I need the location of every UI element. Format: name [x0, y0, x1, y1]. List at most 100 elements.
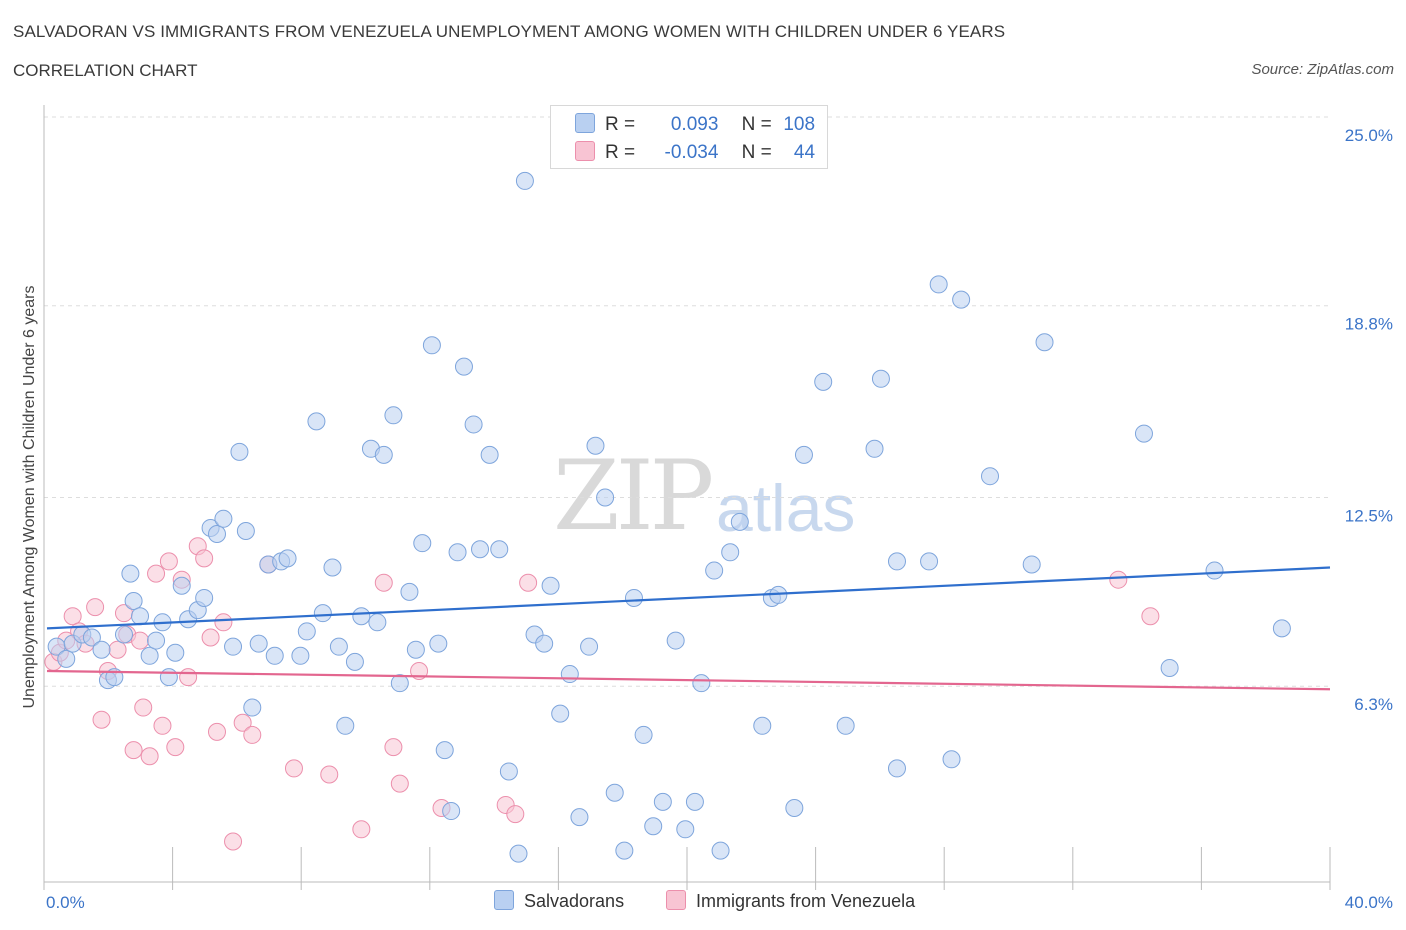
- salvadoran-point: [140, 646, 159, 665]
- salvadoran-point: [1160, 658, 1179, 677]
- salvadoran-point: [580, 637, 599, 656]
- salvadoran-point: [1134, 424, 1153, 443]
- salvadoran-point: [265, 646, 284, 665]
- salvadoran-point: [541, 576, 560, 595]
- salvadoran-point: [942, 750, 961, 769]
- salvadoran-point: [172, 576, 191, 595]
- venezuela-point: [179, 668, 198, 687]
- venezuela-point: [519, 573, 538, 592]
- salvadoran-point: [887, 552, 906, 571]
- venezuela-point: [320, 765, 339, 784]
- salvadoran-point: [499, 762, 518, 781]
- salvadoran-point: [814, 372, 833, 391]
- venezuela-point: [124, 741, 143, 760]
- venezuela-point: [201, 628, 220, 647]
- salvadoran-point: [705, 561, 724, 580]
- salvadoran-point: [345, 652, 364, 671]
- salvadoran-point: [721, 543, 740, 562]
- legend-r-value: 0.093: [670, 114, 719, 135]
- y-axis-label: Unemployment Among Women with Children U…: [21, 285, 38, 709]
- salvadoran-point: [1205, 561, 1224, 580]
- salvadoran-point: [535, 634, 554, 653]
- salvadoran-point: [390, 674, 409, 693]
- x-tick-label: 0.0%: [46, 893, 85, 912]
- salvadoran-point: [429, 634, 448, 653]
- salvadoran-point: [57, 649, 76, 668]
- salvadoran-point: [159, 668, 178, 687]
- venezuela-point: [243, 725, 262, 744]
- salvadoran-point: [121, 564, 140, 583]
- legend-n-label: N =: [741, 142, 772, 163]
- salvadoran-point: [166, 643, 185, 662]
- salvadoran-point: [981, 467, 1000, 486]
- salvadoran-point: [454, 357, 473, 376]
- correlation-legend: R = 0.093 N = 108 R = -0.034 N = 44: [550, 105, 828, 169]
- salvadoran-point: [471, 540, 490, 559]
- venezuela-point: [506, 805, 525, 824]
- salvadoran-point: [871, 369, 890, 388]
- salvadoran-point: [249, 634, 268, 653]
- salvadoran-point: [480, 445, 499, 464]
- salvadoran-point: [865, 439, 884, 458]
- y-tick-label: 18.8%: [1345, 315, 1393, 334]
- salvadoran-point: [92, 640, 111, 659]
- venezuela-point: [92, 710, 111, 729]
- grid-lines: [44, 116, 1330, 687]
- salvadoran-point: [131, 607, 150, 626]
- salvadoran-point: [374, 445, 393, 464]
- salvadoran-points: [47, 171, 1291, 863]
- salvadoran-point: [952, 290, 971, 309]
- chart-subtitle: CORRELATION CHART: [13, 61, 198, 80]
- venezuela-point: [195, 549, 214, 568]
- salvadoran-point: [929, 275, 948, 294]
- legend-swatch-blue: [575, 113, 595, 133]
- salvadoran-point: [666, 631, 685, 650]
- salvadoran-point: [214, 509, 233, 528]
- venezuela-point: [374, 573, 393, 592]
- salvadoran-point: [730, 512, 749, 531]
- salvadoran-point: [147, 631, 166, 650]
- salvadoran-point: [836, 716, 855, 735]
- salvadoran-point: [384, 406, 403, 425]
- salvadoran-point: [400, 582, 419, 601]
- salvadoran-point: [509, 844, 528, 863]
- venezuela-point: [384, 738, 403, 757]
- legend-r-label: R =: [605, 114, 636, 135]
- salvadoran-point: [1272, 619, 1291, 638]
- y-tick-label: 25.0%: [1345, 126, 1393, 145]
- salvadoran-point: [653, 792, 672, 811]
- salvadoran-point: [560, 665, 579, 684]
- salvadoran-point: [329, 637, 348, 656]
- salvadoran-point: [224, 637, 243, 656]
- venezuela-point: [390, 774, 409, 793]
- salvadoran-point: [207, 525, 226, 544]
- venezuela-point: [166, 738, 185, 757]
- salvadoran-point: [490, 540, 509, 559]
- salvadoran-point: [794, 445, 813, 464]
- watermark-zip: ZIP: [553, 440, 714, 552]
- salvadoran-point: [336, 716, 355, 735]
- salvadoran-point: [243, 698, 262, 717]
- salvadoran-point: [753, 716, 772, 735]
- venezuela-point: [131, 631, 150, 650]
- y-tick-label: 6.3%: [1354, 695, 1393, 714]
- venezuela-point: [224, 832, 243, 851]
- venezuela-point: [1141, 607, 1160, 626]
- venezuela-point: [153, 716, 172, 735]
- legend-n-value: 108: [783, 114, 816, 135]
- salvadoran-point: [464, 415, 483, 434]
- legend-row-venezuela: R = -0.034 N = 44: [575, 141, 815, 165]
- salvadoran-point: [82, 628, 101, 647]
- bottom-legend-swatch-pink: [666, 890, 686, 910]
- y-tick-label: 12.5%: [1345, 507, 1393, 526]
- legend-r-label: R =: [605, 142, 636, 163]
- salvadoran-point: [352, 607, 371, 626]
- venezuela-point: [1109, 570, 1128, 589]
- salvadoran-point: [230, 442, 249, 461]
- salvadoran-point: [605, 783, 624, 802]
- salvadoran-point: [596, 488, 615, 507]
- bottom-legend-venezuela: Immigrants from Venezuela: [666, 890, 915, 912]
- salvadoran-point: [448, 543, 467, 562]
- salvadoran-point: [323, 558, 342, 577]
- venezuela-trend-line: [46, 669, 1331, 691]
